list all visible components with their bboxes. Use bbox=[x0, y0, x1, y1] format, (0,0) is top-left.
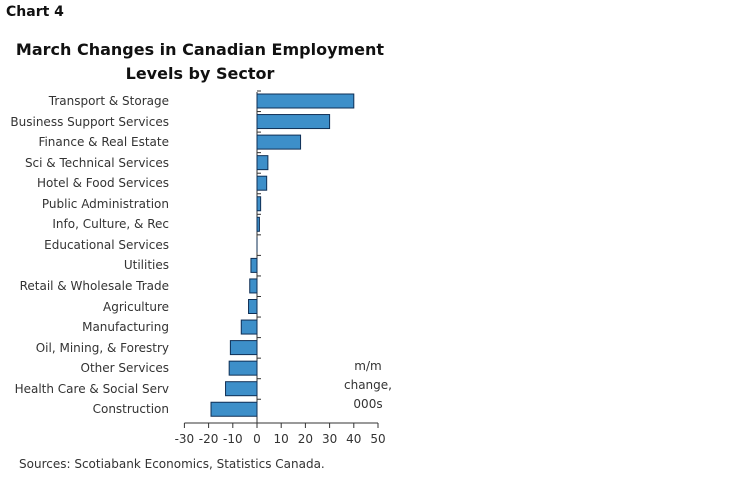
unit-note-line: m/m bbox=[354, 359, 382, 373]
category-label: Retail & Wholesale Trade bbox=[19, 278, 169, 293]
bar bbox=[256, 175, 268, 191]
x-tick-label: 20 bbox=[298, 432, 313, 446]
x-tick-label: 10 bbox=[274, 432, 289, 446]
category-label: Agriculture bbox=[103, 299, 169, 314]
bar bbox=[256, 114, 331, 130]
bar bbox=[225, 381, 258, 397]
x-tick-label: -30 bbox=[175, 432, 195, 446]
bar bbox=[256, 134, 302, 150]
category-label: Other Services bbox=[80, 361, 170, 376]
unit-note-line: change, bbox=[344, 378, 392, 392]
bar bbox=[256, 93, 355, 109]
category-label: Health Care & Social Serv bbox=[14, 381, 169, 396]
x-tick-label: -20 bbox=[199, 432, 219, 446]
x-tick-label: 0 bbox=[253, 432, 261, 446]
category-label: Construction bbox=[92, 402, 169, 417]
category-label: Info, Culture, & Rec bbox=[52, 217, 169, 232]
bar bbox=[256, 216, 260, 232]
bar bbox=[228, 360, 258, 376]
chart-title-line-2: Levels by Sector bbox=[125, 64, 275, 83]
x-tick-label: 30 bbox=[322, 432, 337, 446]
category-label: Educational Services bbox=[44, 237, 169, 252]
category-label: Manufacturing bbox=[82, 320, 169, 335]
bar bbox=[248, 299, 258, 314]
category-label: Transport & Storage bbox=[48, 94, 169, 108]
category-label: Finance & Real Estate bbox=[38, 135, 169, 150]
x-tick-label: 40 bbox=[346, 432, 361, 446]
category-label: Hotel & Food Services bbox=[37, 176, 169, 191]
chart-title-line-1: March Changes in Canadian Employment bbox=[15, 40, 385, 59]
category-label: Business Support Services bbox=[10, 114, 169, 129]
category-label: Oil, Mining, & Forestry bbox=[35, 340, 169, 355]
bar bbox=[240, 319, 258, 335]
category-label: Utilities bbox=[123, 258, 169, 273]
unit-note: m/m change, 000s bbox=[330, 357, 406, 414]
bar bbox=[256, 196, 262, 212]
category-label: Public Administration bbox=[41, 196, 169, 211]
bar bbox=[250, 257, 258, 273]
chart-number-label: Chart 4 bbox=[6, 4, 64, 20]
source-note: Sources: Scotiabank Economics, Statistic… bbox=[19, 457, 325, 471]
category-label: Sci & Technical Services bbox=[24, 155, 169, 170]
bar bbox=[229, 340, 258, 356]
unit-note-line: 000s bbox=[353, 397, 383, 411]
x-tick-label: 50 bbox=[370, 432, 385, 446]
x-tick-label: -10 bbox=[223, 432, 243, 446]
bar bbox=[256, 155, 269, 171]
chart-title: March Changes in Canadian Employment Leve… bbox=[0, 38, 400, 86]
bar bbox=[249, 278, 258, 294]
bar bbox=[210, 401, 258, 417]
